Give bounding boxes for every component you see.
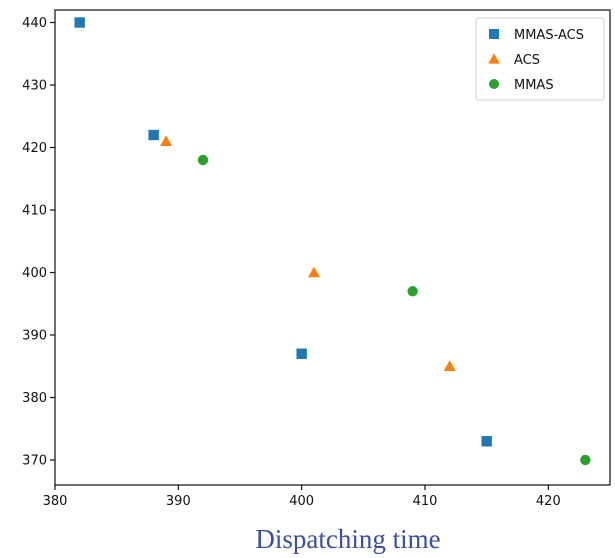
point-square-1 (148, 129, 159, 141)
legend-box (475, 17, 605, 101)
legend-marker-circle (489, 79, 499, 89)
point-triangle-0 (160, 135, 172, 147)
x-tick-label-380: 380 (43, 494, 68, 509)
x-tick-label-400: 400 (289, 494, 314, 509)
point-circle-2 (580, 454, 591, 466)
legend-label-2: MMAS (514, 78, 554, 93)
plot-frame (54, 9, 611, 486)
point-circle-1 (407, 286, 418, 297)
y-tick-label-400: 400 (22, 266, 47, 281)
y-tick-label-390: 390 (22, 329, 47, 344)
point-square-2 (296, 348, 307, 359)
y-tick-label-380: 380 (22, 391, 47, 406)
y-tick-label-440: 440 (22, 16, 47, 31)
legend-label-0: MMAS-ACS (514, 28, 584, 43)
x-axis: 380 390 400 410 420 (43, 485, 561, 509)
x-tick-label-410: 410 (413, 494, 438, 509)
legend-marker-square (489, 29, 499, 39)
legend-label-1: ACS (514, 53, 540, 68)
y-tick-label-410: 410 (22, 204, 47, 219)
x-tick-label-420: 420 (536, 494, 561, 509)
point-square-0 (74, 17, 85, 28)
legend-marker-triangle (488, 53, 500, 64)
y-tick-label-370: 370 (22, 454, 47, 469)
x-axis-label: Dispatching time (255, 524, 440, 554)
point-circle-0 (197, 154, 209, 166)
point-triangle-2 (443, 360, 456, 372)
point-triangle-1 (308, 266, 320, 278)
y-tick-label-430: 430 (22, 79, 47, 94)
y-axis: 370 380 390 400 410 420 430 440 (22, 16, 55, 469)
x-tick-label-390: 390 (166, 494, 191, 509)
point-square-3 (481, 436, 492, 447)
legend: MMAS-ACS ACS MMAS (475, 17, 605, 101)
y-tick-label-420: 420 (22, 141, 47, 156)
data-points (74, 17, 591, 466)
